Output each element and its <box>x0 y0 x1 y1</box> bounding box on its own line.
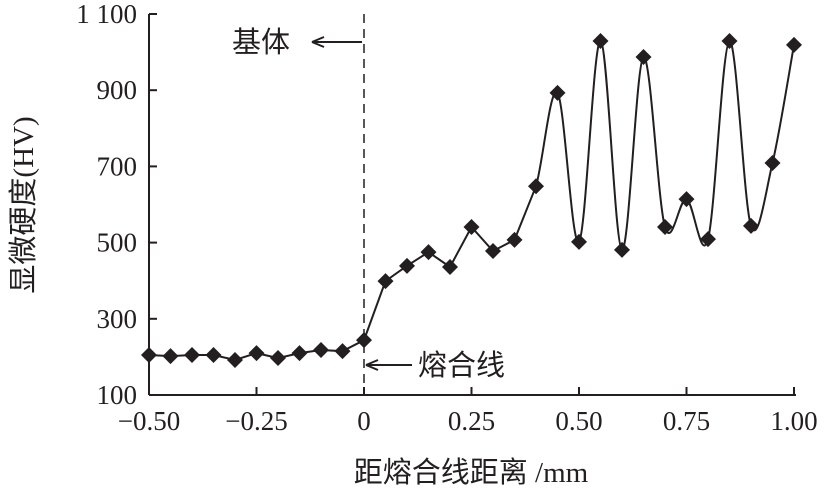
x-tick-label: −0.25 <box>225 406 287 436</box>
y-tick-label: 700 <box>97 151 138 181</box>
x-axis-label: 距熔合线距离 /mm <box>354 456 589 489</box>
axes <box>148 14 796 396</box>
arrow-icon <box>365 359 412 371</box>
data-point <box>141 346 157 363</box>
data-point <box>162 348 179 365</box>
data-point <box>485 242 501 259</box>
x-tick-label: 0.50 <box>555 406 602 436</box>
y-tick-label: 500 <box>97 228 138 258</box>
data-point <box>743 217 759 234</box>
data-point <box>614 241 630 258</box>
y-tick-label: 100 <box>97 380 138 410</box>
annotation-fusion-line: 熔合线 <box>418 349 505 382</box>
x-tick-label: 0.25 <box>448 406 495 436</box>
data-point <box>291 345 308 362</box>
data-point <box>377 273 394 290</box>
series-line <box>148 40 795 361</box>
data-point <box>420 244 437 261</box>
x-tick-label: 0.75 <box>663 406 710 436</box>
data-point <box>786 36 802 53</box>
x-tick-label: −0.50 <box>118 406 180 436</box>
data-point <box>463 218 480 235</box>
y-tick-label: 1 100 <box>76 0 137 29</box>
data-point <box>184 346 200 363</box>
data-point <box>657 218 673 235</box>
y-tick-label: 900 <box>97 75 138 105</box>
data-point <box>571 233 587 250</box>
data-point <box>399 257 415 274</box>
data-point <box>592 33 609 50</box>
annotation-matrix: 基体 <box>232 26 290 59</box>
data-point <box>270 350 286 367</box>
data-point <box>248 345 265 362</box>
data-point <box>549 84 566 101</box>
data-point <box>205 346 222 363</box>
data-point <box>442 258 458 275</box>
data-point <box>356 332 372 349</box>
data-point <box>700 231 716 248</box>
data-point <box>635 49 652 66</box>
data-point <box>506 231 523 248</box>
x-tick-label: 0 <box>357 406 371 436</box>
data-point <box>721 33 738 50</box>
data-point <box>764 154 781 171</box>
y-tick-label: 300 <box>97 304 138 334</box>
data-point <box>528 178 544 195</box>
y-axis-label: 显微硬度(HV) <box>7 116 40 293</box>
arrow-icon <box>311 36 362 48</box>
x-tick-label: 1.00 <box>770 406 817 436</box>
data-point <box>678 191 695 208</box>
data-point <box>334 343 351 360</box>
data-point <box>227 351 243 368</box>
data-point <box>313 342 329 359</box>
